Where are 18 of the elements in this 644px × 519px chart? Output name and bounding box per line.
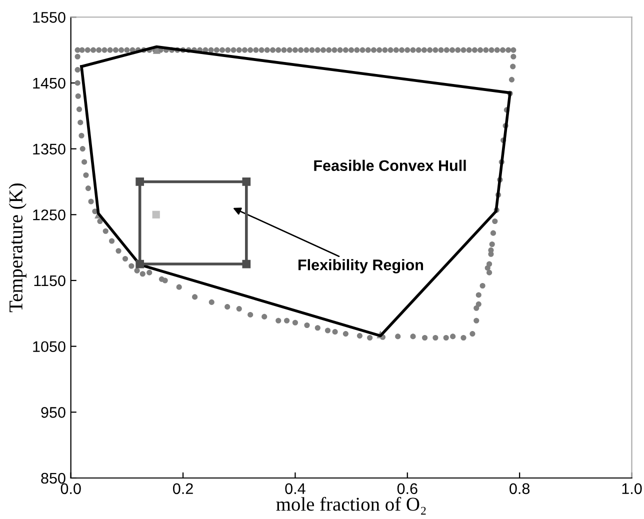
y-tick-label: 1350 <box>33 144 66 154</box>
annotation: Flexibility Region <box>298 259 424 274</box>
y-axis-title: Temperature (K) <box>8 184 26 312</box>
x-tick-label: 0.8 <box>510 483 530 494</box>
x-tick-label: 0.0 <box>60 483 81 494</box>
y-tick-label: 1050 <box>33 341 66 352</box>
y-tick-label: 850 <box>41 472 66 484</box>
y-tick-label: 950 <box>41 407 66 418</box>
y-tick-label: 1250 <box>33 210 66 220</box>
x-axis-title: mole fraction of O₂ <box>276 496 426 515</box>
y-tick-label: 1150 <box>34 275 66 286</box>
x-tick-label: 0.6 <box>397 483 418 494</box>
annotation: Feasible Convex Hull <box>314 160 466 172</box>
y-tick-label: 1450 <box>33 78 66 89</box>
x-tick-label: 1.0 <box>622 483 642 494</box>
y-tick-label: 1550 <box>33 12 66 23</box>
x-tick-label: 0.2 <box>173 483 193 494</box>
x-tick-label: 0.4 <box>285 483 306 494</box>
